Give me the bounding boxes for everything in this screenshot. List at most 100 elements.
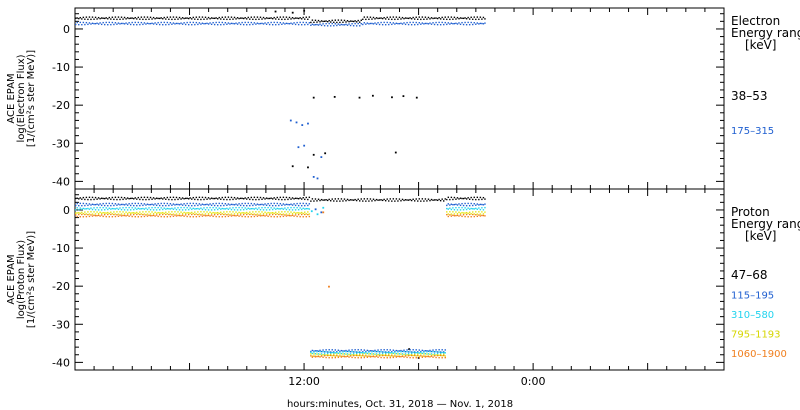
data-point	[481, 198, 483, 201]
data-point	[326, 351, 329, 353]
data-point	[110, 18, 112, 20]
data-point	[180, 203, 182, 205]
data-point	[154, 215, 156, 217]
data-point	[165, 23, 167, 26]
data-point	[418, 355, 420, 357]
data-point	[336, 353, 338, 355]
data-point	[348, 349, 350, 351]
data-point	[229, 198, 231, 201]
data-point	[85, 202, 88, 205]
data-point	[482, 204, 485, 206]
data-point	[230, 196, 233, 199]
data-point	[406, 17, 408, 19]
data-point	[149, 16, 152, 19]
data-point	[120, 215, 123, 217]
data-point	[146, 215, 149, 217]
data-point	[435, 354, 437, 356]
data-point	[288, 23, 291, 25]
data-point	[162, 213, 164, 216]
data-point	[136, 205, 138, 207]
data-point	[455, 203, 457, 206]
data-point	[259, 215, 262, 217]
data-point	[151, 18, 153, 20]
data-point	[175, 22, 178, 25]
data-point	[75, 209, 77, 211]
legend-entry: 1060–1900	[731, 349, 787, 360]
data-point	[278, 198, 280, 201]
data-point	[304, 204, 306, 207]
data-point	[384, 351, 387, 353]
data-point	[79, 207, 81, 209]
data-point	[326, 354, 329, 357]
data-point	[354, 354, 356, 356]
data-point	[447, 22, 450, 24]
data-point	[392, 355, 395, 357]
data-point	[320, 353, 323, 355]
data-point	[452, 211, 454, 213]
data-point	[217, 213, 219, 216]
data-point	[378, 23, 381, 26]
data-point	[465, 23, 468, 26]
data-point	[183, 22, 185, 24]
data-point	[221, 216, 223, 218]
data-point	[439, 354, 442, 357]
data-point	[175, 16, 178, 18]
data-point	[339, 353, 341, 355]
data-point	[178, 209, 181, 211]
data-point	[362, 354, 364, 357]
data-point	[242, 213, 245, 216]
data-point	[363, 22, 366, 24]
data-point	[230, 213, 233, 215]
data-point	[473, 215, 475, 218]
data-point	[169, 203, 172, 205]
data-point	[181, 214, 184, 216]
data-point	[355, 351, 358, 353]
data-point	[322, 23, 324, 25]
data-point	[339, 355, 341, 357]
data-point	[160, 197, 162, 199]
data-point	[143, 213, 146, 215]
data-point	[330, 200, 332, 202]
data-point	[299, 197, 301, 199]
data-point	[461, 17, 463, 19]
data-point	[162, 23, 164, 26]
data-point	[116, 204, 118, 206]
data-point	[438, 198, 440, 201]
data-point	[372, 350, 375, 352]
data-point	[246, 24, 248, 26]
series-proton-2	[75, 206, 486, 355]
data-point	[227, 22, 230, 24]
data-point	[414, 353, 416, 356]
data-point	[301, 213, 303, 216]
data-point	[424, 350, 427, 352]
data-point	[288, 204, 291, 206]
data-point	[99, 203, 101, 205]
data-point	[467, 216, 469, 218]
data-point	[152, 16, 155, 19]
data-point	[104, 197, 106, 200]
data-point	[206, 211, 208, 213]
data-point	[223, 23, 225, 26]
data-point	[247, 196, 249, 199]
data-point	[97, 16, 100, 19]
data-point	[311, 352, 314, 355]
data-point	[201, 196, 204, 199]
data-point	[76, 197, 78, 199]
legend-title-line: Energy ranges	[731, 217, 800, 231]
data-point	[84, 208, 86, 210]
data-point	[334, 355, 336, 357]
data-point	[84, 204, 86, 207]
data-point	[128, 203, 130, 205]
data-point	[349, 199, 352, 201]
data-point	[366, 349, 369, 352]
data-point	[136, 24, 138, 26]
data-point	[473, 16, 475, 18]
data-point	[410, 351, 413, 353]
data-point	[85, 208, 88, 210]
data-point	[401, 350, 404, 353]
data-point	[331, 198, 333, 200]
data-point	[288, 213, 291, 215]
data-point	[200, 214, 202, 216]
data-point	[450, 22, 453, 24]
